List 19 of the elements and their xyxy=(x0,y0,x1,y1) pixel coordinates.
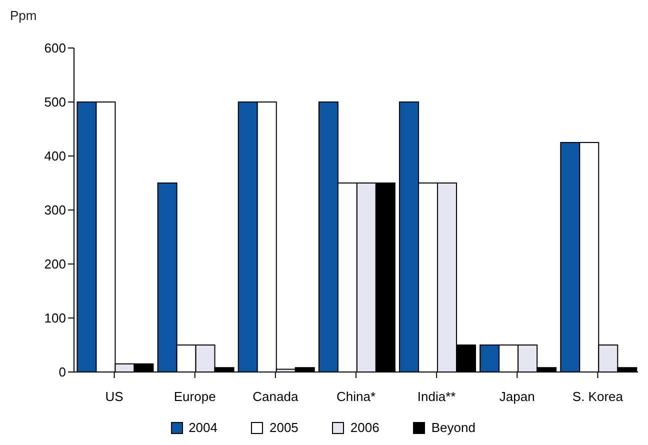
x-tick-label: Japan xyxy=(499,389,535,404)
x-tick-label: China* xyxy=(336,389,376,404)
x-tick-label: US xyxy=(105,389,124,404)
y-tick-label: 600 xyxy=(44,40,66,56)
legend-label: 2005 xyxy=(269,420,298,435)
y-axis-title: Ppm xyxy=(10,8,37,23)
y-tick-label: 400 xyxy=(44,148,66,164)
y-tick-label: 200 xyxy=(44,256,66,272)
y-tick-label: 300 xyxy=(44,202,66,218)
y-tick-label: 500 xyxy=(44,94,66,110)
x-tick-label: Europe xyxy=(174,389,216,404)
x-tick-label: Canada xyxy=(252,389,299,404)
y-tick-label: 100 xyxy=(44,310,66,326)
legend-label: Beyond xyxy=(431,420,476,435)
legend-label: 2004 xyxy=(188,420,218,435)
x-tick-label: India** xyxy=(417,389,456,404)
legend-label: 2006 xyxy=(350,420,380,435)
y-tick-label: 0 xyxy=(58,364,66,380)
x-tick-label: S. Korea xyxy=(572,389,624,404)
